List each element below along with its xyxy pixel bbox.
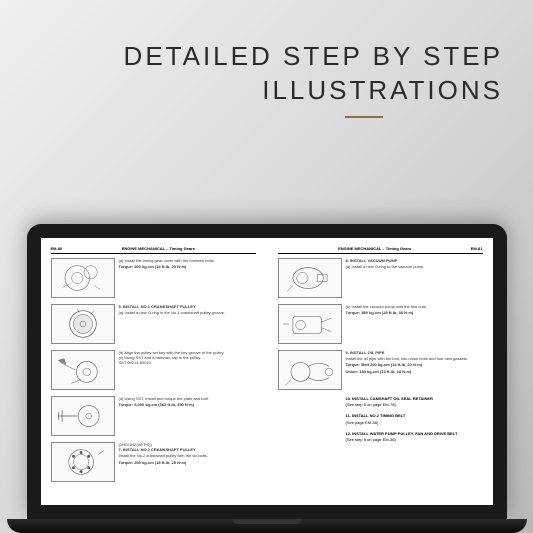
spacer: [278, 246, 279, 251]
step-illustration: [51, 442, 115, 482]
step-text: (b) Install the vacuum pump with the two…: [346, 304, 483, 344]
step-text: 8. INSTALL VACUUM PUMP (a) Install a new…: [346, 258, 483, 298]
laptop-bezel: EM-80 ENGINE MECHANICAL – Timing Gears (…: [27, 224, 507, 519]
manual-page-right: ENGINE MECHANICAL – Timing Gears EM-81 8…: [268, 238, 493, 505]
page-header-right: ENGINE MECHANICAL – Timing Gears EM-81: [278, 246, 483, 254]
step-illustration: [278, 258, 342, 298]
laptop-notch: [232, 519, 302, 524]
text-step: 11. INSTALL NO.2 TIMING BELT (See page E…: [346, 413, 483, 424]
step-row: (a) Install the timing gear cover with t…: [51, 258, 256, 298]
manual-page-left: EM-80 ENGINE MECHANICAL – Timing Gears (…: [41, 238, 266, 505]
step-row: 9. INSTALL OIL PIPE Install the oil pipe…: [278, 350, 483, 390]
laptop-display: EM-80 ENGINE MECHANICAL – Timing Gears (…: [41, 238, 493, 505]
page-header-left: EM-80 ENGINE MECHANICAL – Timing Gears: [51, 246, 256, 254]
step-illustration: [278, 350, 342, 390]
step-illustration: [51, 350, 115, 390]
page-title-left: ENGINE MECHANICAL – Timing Gears: [122, 246, 195, 251]
laptop-base: [7, 519, 527, 533]
step-text: 9. INSTALL OIL PIPE Install the oil pipe…: [346, 350, 483, 390]
step-text: 5. INSTALL NO.1 CRANKSHAFT PULLEY (a) In…: [119, 304, 256, 344]
step-illustration: [51, 304, 115, 344]
page-title-right: ENGINE MECHANICAL – Timing Gears: [338, 246, 411, 251]
step-text: (a) Install the timing gear cover with t…: [119, 258, 256, 298]
text-step: 10. INSTALL CAMSHAFT OIL SEAL RETAINER (…: [346, 396, 483, 407]
step-illustration: [51, 258, 115, 298]
laptop-mockup: EM-80 ENGINE MECHANICAL – Timing Gears (…: [27, 224, 507, 533]
step-text: (d) Using SST, install and torque the pl…: [119, 396, 256, 436]
step-row: (1HD/1HZ(W/ PS)) 7. INSTALL NO.2 CRANKSH…: [51, 442, 256, 482]
step-text: (1HD/1HZ(W/ PS)) 7. INSTALL NO.2 CRANKSH…: [119, 442, 256, 482]
heading-line1: DETAILED STEP BY STEP: [124, 40, 503, 74]
spacer: [254, 246, 255, 251]
step-row: (b) Align the pulley set key with the ke…: [51, 350, 256, 390]
step-row: (b) Install the vacuum pump with the two…: [278, 304, 483, 344]
heading-underline: [345, 116, 383, 118]
step-row: 5. INSTALL NO.1 CRANKSHAFT PULLEY (a) In…: [51, 304, 256, 344]
step-row: 8. INSTALL VACUUM PUMP (a) Install a new…: [278, 258, 483, 298]
heading-line2: ILLUSTRATIONS: [124, 74, 503, 108]
step-row: (d) Using SST, install and torque the pl…: [51, 396, 256, 436]
step-illustration: [51, 396, 115, 436]
text-step: 12. INSTALL WATER PUMP PULLEY, FAN AND D…: [346, 431, 483, 442]
step-text: (b) Align the pulley set key with the ke…: [119, 350, 256, 390]
page-num-right: EM-81: [471, 246, 483, 251]
heading-block: DETAILED STEP BY STEP ILLUSTRATIONS: [124, 40, 503, 118]
page-num-left: EM-80: [51, 246, 63, 251]
step-illustration: [278, 304, 342, 344]
